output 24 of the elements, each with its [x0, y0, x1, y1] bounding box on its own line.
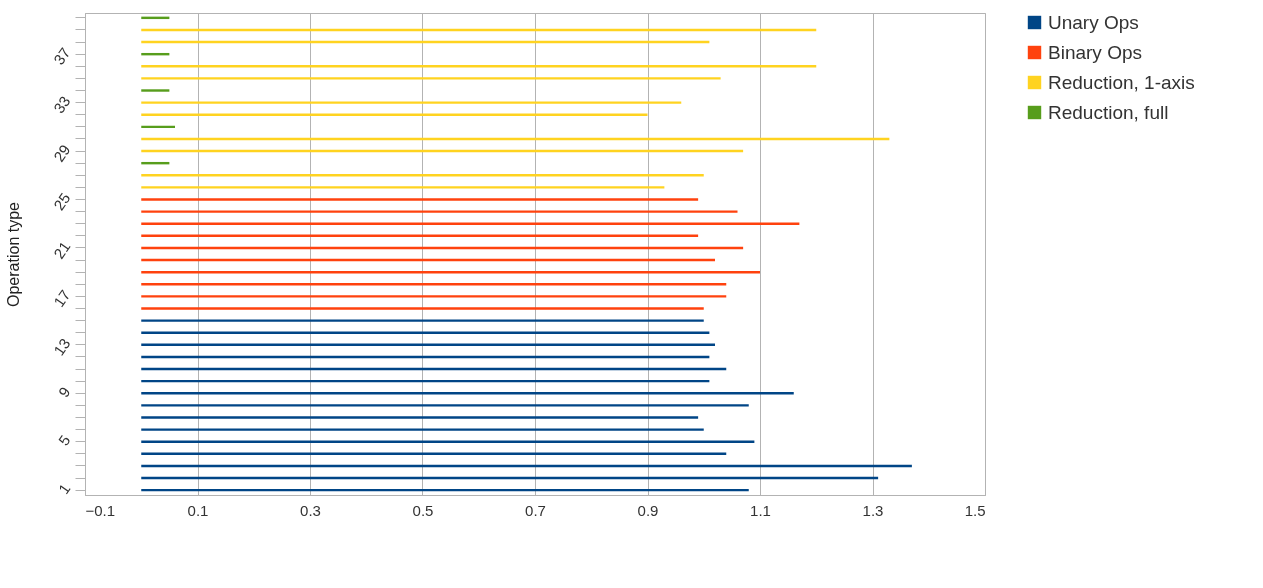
y-tick-label: 5: [54, 431, 74, 449]
y-tick-label: 33: [50, 92, 74, 117]
y-tick-label: 17: [50, 286, 74, 311]
y-axis-title: Operation type: [4, 201, 22, 307]
x-tick-label: 1.3: [862, 501, 884, 519]
y-tick-label: 37: [50, 44, 74, 68]
x-tick-label: 1.1: [750, 501, 771, 519]
y-tick-label: 21: [50, 238, 74, 262]
legend-label: Unary Ops: [1048, 11, 1139, 33]
x-tick-label: 0.3: [300, 501, 321, 519]
y-tick-label: 29: [50, 141, 74, 165]
x-tick-label: 1.5: [964, 501, 986, 519]
y-tick-label: 1: [54, 480, 74, 497]
x-tick-label: 0.9: [637, 501, 659, 519]
legend-label: Reduction, full: [1048, 101, 1169, 123]
x-tick-label: 0.1: [187, 501, 209, 519]
y-tick-label: 13: [50, 335, 74, 359]
x-tick-label: 0.7: [525, 501, 546, 519]
x-tick-label: −0.1: [85, 501, 116, 519]
legend-label: Reduction, 1-axis: [1048, 71, 1195, 93]
y-tick-label: 9: [54, 383, 74, 401]
x-tick-label: 0.5: [412, 501, 434, 519]
legend-label: Binary Ops: [1048, 41, 1142, 63]
y-tick-label: 25: [50, 189, 74, 214]
